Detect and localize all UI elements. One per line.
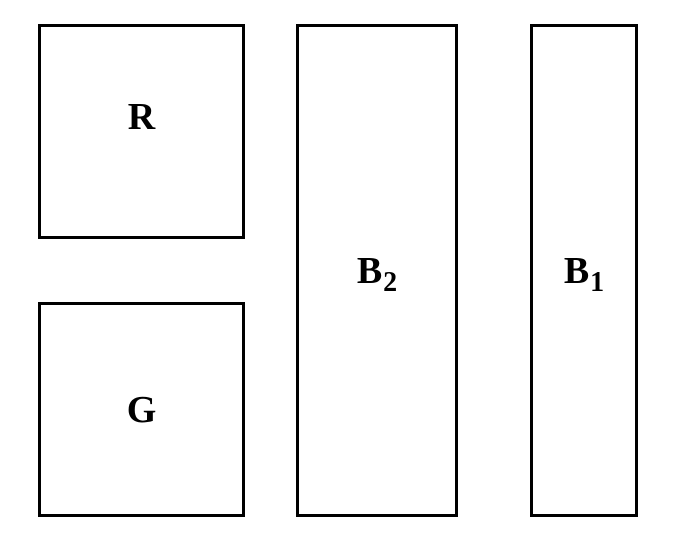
label-main: R <box>128 95 155 139</box>
box-g: G <box>38 302 245 517</box>
box-label-b2: B2 <box>357 249 397 293</box>
box-label-b1: B1 <box>564 249 604 293</box>
label-main: G <box>127 388 157 432</box>
box-label-g: G <box>127 388 157 432</box>
label-subscript: 2 <box>383 267 397 299</box>
box-b2: B2 <box>296 24 458 517</box>
label-main: B <box>357 249 382 293</box>
box-r: R <box>38 24 245 239</box>
label-subscript: 1 <box>590 267 604 299</box>
label-main: B <box>564 249 589 293</box>
box-label-r: R <box>128 95 155 139</box>
box-b1: B1 <box>530 24 638 517</box>
